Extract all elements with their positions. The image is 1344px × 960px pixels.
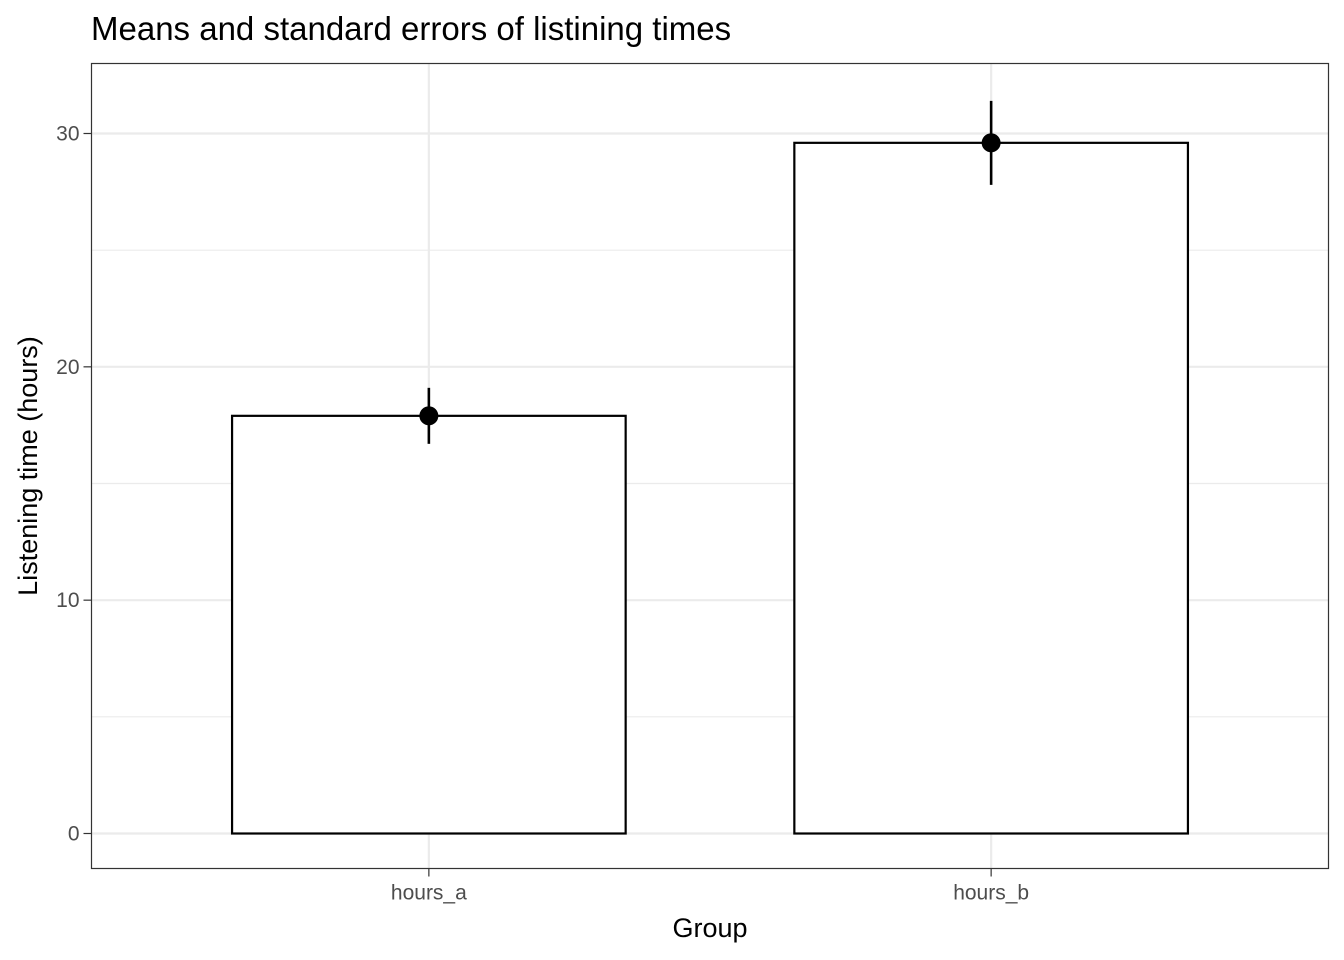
x-axis: hours_a hours_b — [391, 868, 1029, 905]
y-tick-label: 30 — [56, 123, 79, 146]
x-tick-label-hours_b: hours_b — [953, 882, 1029, 905]
bars — [230, 141, 1190, 835]
mean-points — [419, 133, 1001, 426]
y-tick-label: 10 — [56, 589, 79, 612]
chart-title: Means and standard errors of listining t… — [91, 10, 731, 47]
panel-border — [90, 62, 1330, 870]
x-axis-title: Group — [672, 913, 747, 943]
bar-hours_b — [793, 141, 1190, 835]
y-axis-title: Listening time (hours) — [13, 336, 43, 596]
mean-point-hours_b — [981, 133, 1001, 153]
bar-hours_a — [230, 414, 627, 835]
x-tick-label-hours_a: hours_a — [391, 882, 467, 905]
y-tick-label: 0 — [68, 823, 80, 846]
mean-point-hours_a — [419, 406, 439, 426]
y-tick-label: 20 — [56, 356, 79, 379]
y-axis: 0 10 20 30 — [56, 123, 92, 846]
